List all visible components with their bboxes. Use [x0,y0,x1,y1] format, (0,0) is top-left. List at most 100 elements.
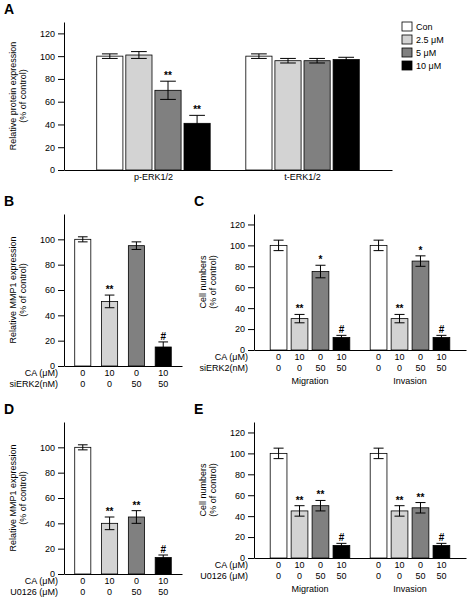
error-bar [274,240,284,250]
text-line: 50 [158,379,168,389]
bar [128,246,144,366]
text-line: 10 [395,560,405,570]
significance-label: ** [296,495,304,506]
x-tick-label: 100 [395,560,405,580]
x-axis: 001000501050Migration001000501050Invasio… [255,351,467,387]
bar [75,239,91,366]
x-tick: 1050 [336,352,346,372]
y-tick-mark [248,287,254,288]
error-bar [189,115,205,131]
plot-area [97,52,360,170]
x-tick: 100 [105,576,115,596]
text-line: 50 [436,571,446,581]
y-tick-mark [58,549,64,550]
x-tick: 100 [295,352,305,372]
error-bar [309,58,325,63]
error-bar [158,342,168,352]
y-tick-mark [248,474,254,475]
y-tick: 40 [235,304,254,314]
axis-line [65,170,393,171]
y-tick: 60 [45,493,64,503]
text-line: (% of control) [208,463,218,517]
annotations: **# [106,284,167,342]
x-axis: 001000501050 [65,367,183,389]
y-tick: 100 [230,449,254,459]
y-tick-label: 60 [45,285,55,295]
text-line: 0 [276,571,281,581]
annotations: ****# [106,500,167,555]
bar [102,301,118,366]
text-line: 10 [295,560,305,570]
x-axis: 001000501050Migration001000501050Invasio… [255,559,467,595]
y-tick: 80 [45,74,64,84]
y-axis-title: Relative MMP1 expression(% of control) [8,444,28,551]
axis-line [255,350,467,351]
x-tick-label: 00 [276,352,281,372]
y-tick-mark [248,558,254,559]
bar [270,453,287,558]
text-line: 0 [318,560,323,570]
plot-area [75,237,172,366]
error-bar [158,555,168,560]
y-tick-mark [248,350,254,351]
text-line: t-ERK1/2 [284,172,321,182]
text-line: 0 [376,363,381,373]
error-bar [132,511,142,524]
x-tick-label: 100 [105,368,115,388]
legend-label: 2.5 μM [416,35,444,45]
significance-label: ** [317,489,325,500]
x-tick-label: 050 [415,560,425,580]
y-axis-title: Relative protein expression(% of control… [8,42,28,151]
y-tick-label: 100 [40,235,55,245]
y-axis-title: Relative MMP1 expression(% of control) [8,236,28,343]
error-bar [280,58,296,63]
y-tick-mark [248,453,254,454]
text-line: (% of control) [18,471,28,525]
y-tick-label: 80 [45,260,55,270]
x-tick: 050 [315,560,325,580]
bar [75,447,91,574]
legend-label: 10 μM [416,61,441,71]
annotations: **** [164,70,201,115]
x-tick-label: 1050 [336,560,346,580]
text-line: Relative protein expression [8,42,18,151]
y-tick-mark [58,447,64,448]
x-tick-label: 050 [315,352,325,372]
text-line: 0 [80,587,85,597]
legend-label: 5 μM [416,48,436,58]
text-line: Cell numbers [198,463,208,517]
y-tick: 80 [235,470,254,480]
text-line: 50 [436,363,446,373]
error-bar [415,503,425,513]
error-bar [374,448,384,458]
text-line: 50 [336,363,346,373]
x-tick: 00 [80,368,85,388]
significance-label: ** [417,492,425,503]
x-group-axis: 001000501050 [376,352,446,372]
annotations: ***#***# [296,245,445,336]
y-tick-label: 80 [45,74,55,84]
panel-title: E [194,401,203,417]
bar [128,517,144,574]
text-line: 0 [276,363,281,373]
legend-swatch [402,35,412,44]
y-tick-mark [58,290,64,291]
x-tick: 1050 [436,352,446,372]
y-tick: 100 [40,443,64,453]
y-tick: 100 [230,241,254,251]
x-tick: 00 [276,560,281,580]
legend-swatch [402,22,412,31]
y-tick-label: 120 [40,29,55,39]
text-line: 0 [376,560,381,570]
legend: Con2.5 μM5 μM10 μM [402,22,444,71]
y-tick-label: 20 [235,532,245,542]
x-tick-label: 1050 [336,352,346,372]
text-line: CA (μM) [25,368,58,378]
bar [333,60,359,170]
text-line: 10 [395,352,405,362]
bar [246,56,272,170]
axis-line [64,215,65,367]
text-line: 0 [418,352,423,362]
x-tick-label: 00 [376,560,381,580]
text-line: 0 [107,379,112,389]
